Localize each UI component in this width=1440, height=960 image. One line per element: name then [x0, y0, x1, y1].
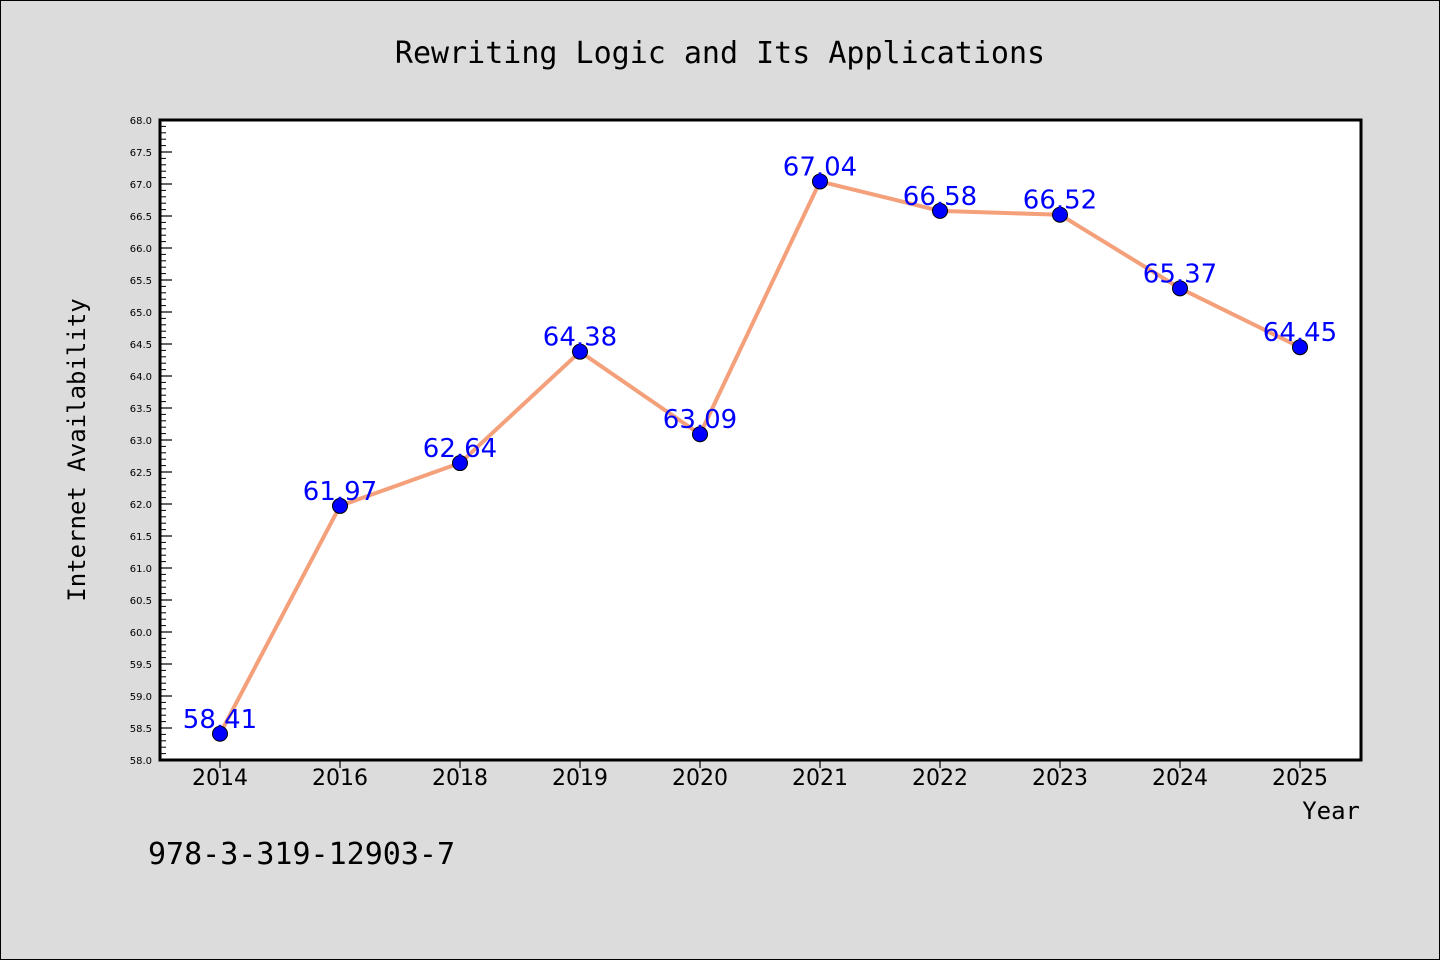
- data-point: [812, 173, 828, 190]
- y-tick-label: 65.0: [130, 308, 152, 319]
- series-group: 58.41 61.97 62.64 64.38 63.09 67.04 66.58 66.52…: [183, 152, 1337, 742]
- data-point: [332, 497, 348, 514]
- series-line: [218, 179, 1301, 735]
- y-tick-label: 62.0: [130, 500, 152, 511]
- x-tick-label: 2021: [792, 766, 848, 791]
- data-label: 65.37: [1143, 259, 1217, 289]
- data-label: 63.09: [663, 405, 737, 435]
- x-tick-label: 2019: [552, 766, 608, 791]
- y-tick-label: 58.5: [130, 724, 152, 735]
- data-point: [1052, 206, 1068, 223]
- y-tick-label: 59.5: [130, 660, 152, 671]
- y-tick-label: 59.0: [130, 692, 152, 703]
- data-label: 64.45: [1263, 318, 1337, 348]
- y-tick-label: 67.5: [130, 148, 152, 159]
- y-tick-label: 58.0: [130, 756, 152, 767]
- y-axis-ticks: 58.0 58.5 59.0 59.5 60.0 60.5 61.0 61.5 62.0 62.5…: [130, 116, 172, 767]
- y-tick-label: 67.0: [130, 180, 152, 191]
- x-tick-label: 2022: [912, 766, 968, 791]
- x-tick-label: 2016: [312, 766, 368, 791]
- data-point: [452, 455, 468, 472]
- data-point: [932, 202, 948, 219]
- y-tick-label: 63.5: [130, 404, 152, 415]
- y-tick-label: 60.5: [130, 596, 152, 607]
- data-point: [1172, 280, 1188, 297]
- y-axis-label: Internet Availability: [63, 298, 91, 601]
- x-tick-label: 2018: [432, 766, 488, 791]
- x-axis-ticks: 2014 2016 2018 2019 2020 2021 2022 2023 2024 2025: [192, 760, 1328, 791]
- data-label: 58.41: [183, 705, 257, 735]
- y-tick-label: 61.5: [130, 532, 152, 543]
- y-tick-label: 60.0: [130, 628, 152, 639]
- data-label: 66.52: [1023, 186, 1097, 216]
- y-tick-label: 64.5: [130, 340, 152, 351]
- x-tick-label: 2024: [1152, 766, 1208, 791]
- data-point: [692, 426, 708, 443]
- plot-area: [158, 118, 1363, 762]
- y-tick-label: 66.5: [130, 212, 152, 223]
- data-point: [572, 343, 588, 360]
- data-label: 67.04: [783, 152, 857, 182]
- data-label: 66.58: [903, 182, 977, 212]
- data-label: 61.97: [303, 477, 377, 507]
- y-tick-label: 62.5: [130, 468, 152, 479]
- x-tick-label: 2020: [672, 766, 728, 791]
- y-tick-label: 64.0: [130, 372, 152, 383]
- x-tick-label: 2025: [1272, 766, 1328, 791]
- chart-title: Rewriting Logic and Its Applications: [395, 36, 1045, 71]
- y-tick-label: 63.0: [130, 436, 152, 447]
- y-tick-label: 68.0: [130, 116, 152, 127]
- x-tick-label: 2014: [192, 766, 248, 791]
- x-tick-label: 2023: [1032, 766, 1088, 791]
- x-axis-label: Year: [1302, 797, 1360, 825]
- y-tick-label: 65.5: [130, 276, 152, 287]
- isbn-annotation: 978-3-319-12903-7: [148, 837, 455, 872]
- y-tick-label: 61.0: [130, 564, 152, 575]
- data-label: 62.64: [423, 434, 497, 464]
- data-label: 64.38: [543, 323, 617, 353]
- data-point: [1292, 339, 1308, 356]
- data-point: [212, 725, 228, 742]
- y-tick-label: 66.0: [130, 244, 152, 255]
